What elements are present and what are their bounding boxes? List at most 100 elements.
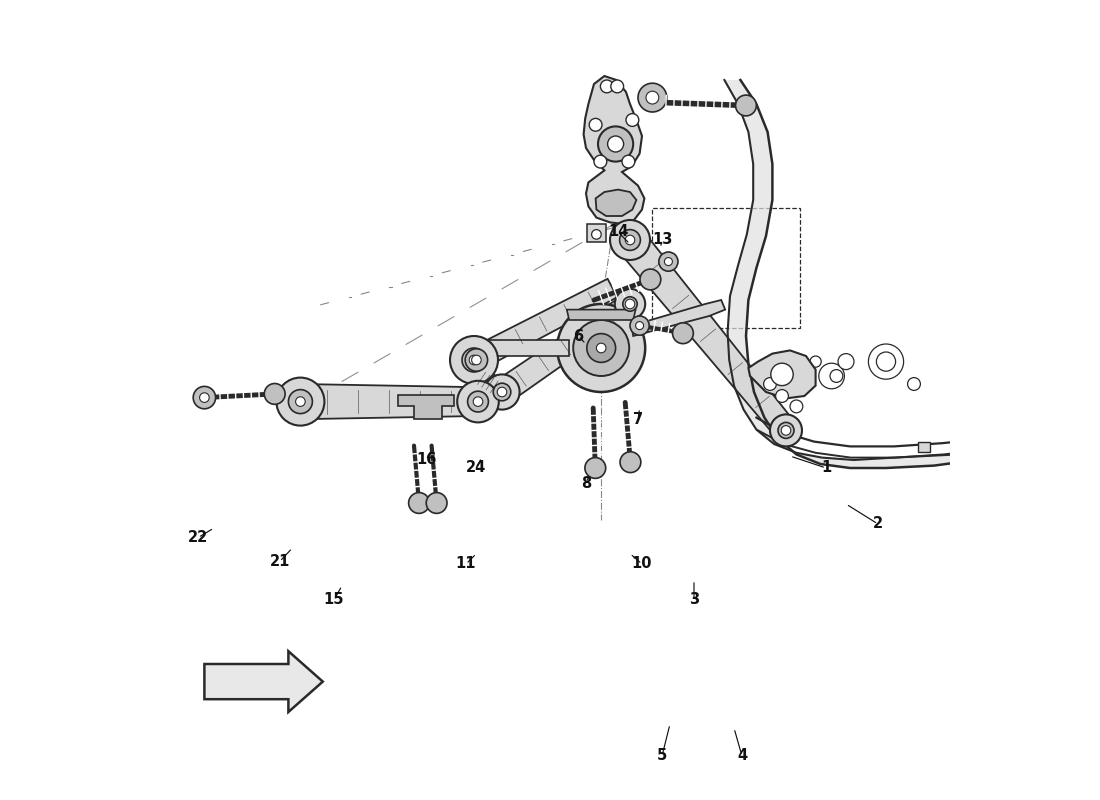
Text: 8: 8: [581, 477, 591, 491]
Circle shape: [818, 363, 845, 389]
Polygon shape: [398, 395, 454, 419]
Circle shape: [636, 322, 644, 330]
Circle shape: [472, 355, 481, 365]
Text: 21: 21: [270, 554, 289, 569]
Circle shape: [465, 349, 487, 371]
Polygon shape: [469, 278, 617, 370]
Circle shape: [470, 355, 478, 365]
Circle shape: [770, 414, 802, 446]
Circle shape: [585, 458, 606, 478]
Circle shape: [288, 390, 312, 414]
Circle shape: [426, 493, 447, 514]
Polygon shape: [586, 224, 606, 242]
Polygon shape: [631, 300, 725, 336]
Circle shape: [646, 91, 659, 104]
Circle shape: [630, 316, 649, 335]
Circle shape: [458, 381, 498, 422]
Polygon shape: [748, 350, 815, 398]
Circle shape: [625, 299, 635, 309]
Polygon shape: [620, 224, 639, 242]
Text: 11: 11: [455, 557, 476, 571]
Text: 1: 1: [821, 461, 832, 475]
Circle shape: [640, 269, 661, 290]
Polygon shape: [595, 190, 637, 216]
Circle shape: [607, 136, 624, 152]
Circle shape: [558, 304, 646, 392]
Polygon shape: [617, 230, 795, 438]
Polygon shape: [584, 76, 645, 224]
Circle shape: [659, 252, 678, 271]
Polygon shape: [205, 651, 322, 712]
Circle shape: [199, 393, 209, 402]
Circle shape: [621, 155, 635, 168]
Circle shape: [619, 230, 640, 250]
Circle shape: [790, 400, 803, 413]
Polygon shape: [490, 340, 569, 356]
Text: 14: 14: [608, 225, 628, 239]
Text: 3: 3: [689, 593, 700, 607]
Text: 10: 10: [631, 557, 652, 571]
Text: 24: 24: [465, 461, 486, 475]
Circle shape: [838, 354, 854, 370]
Polygon shape: [725, 80, 958, 468]
Circle shape: [598, 126, 634, 162]
Text: 5: 5: [657, 749, 667, 763]
Circle shape: [462, 348, 486, 372]
Text: 16: 16: [416, 453, 437, 467]
Circle shape: [736, 95, 757, 116]
Polygon shape: [495, 294, 636, 402]
Circle shape: [810, 356, 822, 367]
Circle shape: [776, 390, 789, 402]
Circle shape: [468, 391, 488, 412]
Circle shape: [590, 118, 602, 131]
Circle shape: [586, 334, 616, 362]
Circle shape: [623, 297, 637, 311]
Polygon shape: [566, 310, 636, 320]
Circle shape: [868, 344, 903, 379]
Circle shape: [778, 422, 794, 438]
Circle shape: [620, 452, 641, 473]
Circle shape: [473, 397, 483, 406]
Circle shape: [610, 220, 650, 260]
Circle shape: [408, 493, 429, 514]
Circle shape: [596, 343, 606, 353]
Text: 22: 22: [188, 530, 208, 545]
Text: 6: 6: [573, 329, 583, 343]
Circle shape: [194, 386, 216, 409]
Circle shape: [877, 352, 895, 371]
Circle shape: [450, 336, 498, 384]
Circle shape: [592, 230, 602, 239]
Circle shape: [626, 114, 639, 126]
Circle shape: [638, 83, 667, 112]
Text: 2: 2: [873, 517, 883, 531]
Circle shape: [615, 289, 646, 319]
Circle shape: [594, 155, 607, 168]
Circle shape: [771, 363, 793, 386]
Circle shape: [573, 320, 629, 376]
Text: 7: 7: [632, 413, 644, 427]
Polygon shape: [918, 442, 930, 452]
Circle shape: [763, 378, 777, 390]
Circle shape: [610, 80, 624, 93]
Circle shape: [296, 397, 305, 406]
Text: 13: 13: [652, 233, 672, 247]
Circle shape: [830, 370, 843, 382]
Text: 4: 4: [737, 749, 747, 763]
Circle shape: [672, 323, 693, 344]
Circle shape: [625, 235, 635, 245]
Bar: [652, 208, 801, 328]
Circle shape: [664, 258, 672, 266]
Circle shape: [781, 426, 791, 435]
Circle shape: [908, 378, 921, 390]
Circle shape: [276, 378, 324, 426]
Polygon shape: [766, 362, 782, 372]
Polygon shape: [472, 367, 507, 400]
Circle shape: [625, 230, 635, 239]
Circle shape: [484, 374, 519, 410]
Circle shape: [264, 383, 285, 404]
Text: 15: 15: [323, 593, 344, 607]
Circle shape: [493, 383, 510, 401]
Circle shape: [497, 387, 507, 397]
Polygon shape: [300, 384, 478, 419]
Circle shape: [601, 80, 613, 93]
